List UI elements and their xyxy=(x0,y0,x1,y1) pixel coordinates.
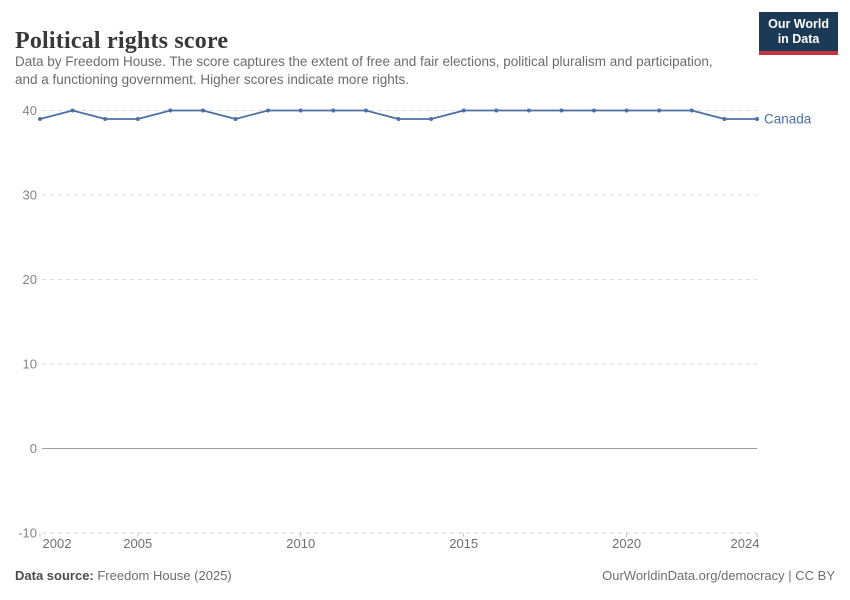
data-source-label: Data source: xyxy=(15,568,94,583)
owid-logo: Our World in Data xyxy=(759,12,838,55)
y-axis-label: 20 xyxy=(23,272,37,287)
y-axis-label: 40 xyxy=(23,103,37,118)
x-axis-label: 2010 xyxy=(286,536,315,551)
data-point xyxy=(38,117,42,121)
data-point xyxy=(429,117,434,121)
data-point xyxy=(70,108,75,113)
data-point xyxy=(331,108,336,113)
data-point xyxy=(363,108,368,113)
data-point xyxy=(201,108,205,113)
data-point xyxy=(526,108,531,113)
data-point xyxy=(755,117,759,121)
x-axis-label: 2020 xyxy=(612,536,641,551)
data-point xyxy=(689,108,694,113)
data-source: Data source: Freedom House (2025) xyxy=(15,568,232,583)
data-point xyxy=(592,108,596,113)
data-point xyxy=(168,108,173,113)
data-point xyxy=(298,108,303,113)
data-point xyxy=(461,108,466,113)
data-source-value: Freedom House (2025) xyxy=(93,568,232,583)
attribution-link: OurWorldinData.org/democracy | CC BY xyxy=(602,568,835,583)
y-axis-label: 30 xyxy=(23,188,37,203)
y-axis-label: -10 xyxy=(18,526,37,541)
x-axis-label: 2002 xyxy=(43,536,72,551)
data-point xyxy=(494,108,499,113)
data-point xyxy=(233,117,238,121)
y-axis-label: 10 xyxy=(23,357,37,372)
data-point xyxy=(657,108,662,113)
data-point xyxy=(103,117,108,121)
owid-logo-line2: in Data xyxy=(777,32,820,46)
data-point xyxy=(266,108,271,113)
y-axis-label: 0 xyxy=(30,441,37,456)
data-point xyxy=(624,108,629,113)
x-axis-label: 2005 xyxy=(123,536,152,551)
chart-title: Political rights score xyxy=(15,28,229,55)
x-axis-label: 2015 xyxy=(449,536,478,551)
data-point xyxy=(722,117,727,121)
x-axis-label: 2024 xyxy=(731,536,760,551)
chart-subtitle: Data by Freedom House. The score capture… xyxy=(15,54,713,87)
owid-logo-line1: Our World xyxy=(768,17,829,31)
data-point xyxy=(135,117,140,121)
entity-label: Canada xyxy=(764,111,812,126)
data-point xyxy=(559,108,564,113)
data-point xyxy=(396,117,401,121)
